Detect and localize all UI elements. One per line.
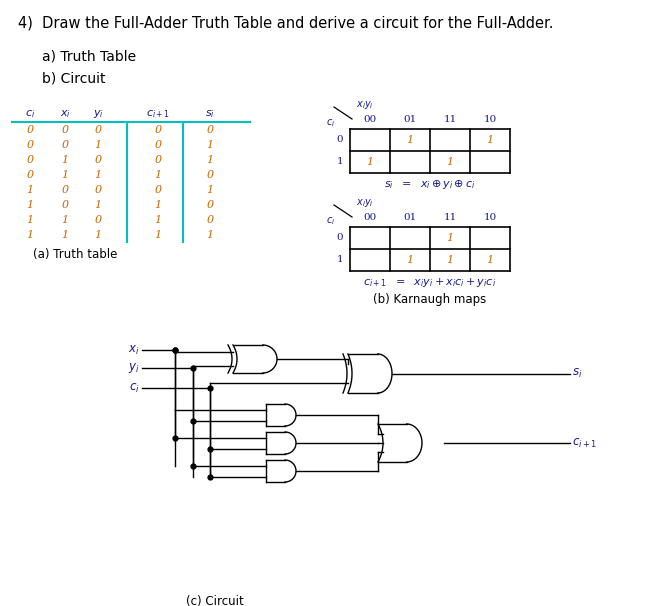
Text: $x_i$: $x_i$ xyxy=(129,344,140,356)
Text: $c_i$: $c_i$ xyxy=(129,381,140,395)
Text: 0: 0 xyxy=(61,125,69,135)
Text: 11: 11 xyxy=(444,213,457,222)
Text: $s_i$: $s_i$ xyxy=(572,367,583,380)
Text: 0: 0 xyxy=(61,200,69,210)
Text: $x_i y_i$: $x_i y_i$ xyxy=(356,197,374,209)
Text: 1: 1 xyxy=(446,233,453,243)
Text: 1: 1 xyxy=(336,256,343,264)
Text: 11: 11 xyxy=(444,115,457,124)
Text: 1: 1 xyxy=(61,155,69,165)
Text: 0: 0 xyxy=(94,125,101,135)
Text: 1: 1 xyxy=(26,185,34,195)
Text: (b) Karnaugh maps: (b) Karnaugh maps xyxy=(374,293,486,306)
Text: a) Truth Table: a) Truth Table xyxy=(42,50,136,64)
Text: 0: 0 xyxy=(94,155,101,165)
Text: $c_{i+1}$  $=$  $x_i y_i + x_i c_i + y_i c_i$: $c_{i+1}$ $=$ $x_i y_i + x_i c_i + y_i c… xyxy=(363,276,497,289)
Text: 1: 1 xyxy=(61,215,69,225)
Text: $c_i$: $c_i$ xyxy=(326,215,335,227)
Text: 1: 1 xyxy=(446,157,453,167)
Text: 1: 1 xyxy=(206,155,214,165)
Text: $c_i$: $c_i$ xyxy=(25,108,35,120)
Text: 0: 0 xyxy=(154,140,161,150)
Text: 1: 1 xyxy=(206,185,214,195)
Text: 1: 1 xyxy=(94,170,101,180)
Text: 0: 0 xyxy=(26,125,34,135)
Text: 1: 1 xyxy=(154,170,161,180)
Text: $y_i$: $y_i$ xyxy=(129,361,140,375)
Text: 0: 0 xyxy=(206,125,214,135)
Text: 1: 1 xyxy=(154,230,161,240)
Text: $c_{i+1}$: $c_{i+1}$ xyxy=(146,108,170,120)
Text: 10: 10 xyxy=(483,213,497,222)
Text: 1: 1 xyxy=(94,230,101,240)
Text: 00: 00 xyxy=(363,213,377,222)
Text: 0: 0 xyxy=(26,140,34,150)
Text: 1: 1 xyxy=(61,230,69,240)
Text: 0: 0 xyxy=(154,185,161,195)
Text: 1: 1 xyxy=(366,157,374,167)
Text: 1: 1 xyxy=(26,230,34,240)
Text: (a) Truth table: (a) Truth table xyxy=(33,248,117,261)
Text: 0: 0 xyxy=(94,215,101,225)
Text: 0: 0 xyxy=(154,125,161,135)
Text: $x_i y_i$: $x_i y_i$ xyxy=(356,99,374,111)
Text: 01: 01 xyxy=(403,115,416,124)
Text: 1: 1 xyxy=(486,255,494,265)
Text: 0: 0 xyxy=(206,215,214,225)
Text: 1: 1 xyxy=(61,170,69,180)
Text: 0: 0 xyxy=(26,155,34,165)
Text: 0: 0 xyxy=(336,233,343,242)
Text: $y_i$: $y_i$ xyxy=(92,108,103,120)
Text: 0: 0 xyxy=(336,136,343,144)
Text: (c) Circuit: (c) Circuit xyxy=(186,595,244,606)
Text: 10: 10 xyxy=(483,115,497,124)
Text: 0: 0 xyxy=(154,155,161,165)
Text: 1: 1 xyxy=(154,215,161,225)
Text: $s_i$: $s_i$ xyxy=(205,108,215,120)
Text: 1: 1 xyxy=(26,215,34,225)
Text: 1: 1 xyxy=(446,255,453,265)
Text: 1: 1 xyxy=(94,200,101,210)
Text: 1: 1 xyxy=(154,200,161,210)
Text: 0: 0 xyxy=(61,185,69,195)
Text: $c_{i+1}$: $c_{i+1}$ xyxy=(572,436,597,450)
Text: 0: 0 xyxy=(26,170,34,180)
Text: $s_i$  $=$  $x_i \oplus y_i \oplus c_i$: $s_i$ $=$ $x_i \oplus y_i \oplus c_i$ xyxy=(384,178,476,191)
Text: b) Circuit: b) Circuit xyxy=(42,72,105,86)
Text: 00: 00 xyxy=(363,115,377,124)
Text: 1: 1 xyxy=(407,135,414,145)
Text: 1: 1 xyxy=(94,140,101,150)
Text: $x_i$: $x_i$ xyxy=(59,108,71,120)
Text: 0: 0 xyxy=(206,200,214,210)
Text: 0: 0 xyxy=(94,185,101,195)
Text: 4)  Draw the Full-Adder Truth Table and derive a circuit for the Full-Adder.: 4) Draw the Full-Adder Truth Table and d… xyxy=(18,16,554,31)
Text: 1: 1 xyxy=(407,255,414,265)
Text: 0: 0 xyxy=(61,140,69,150)
Text: 1: 1 xyxy=(26,200,34,210)
Text: 0: 0 xyxy=(206,170,214,180)
Text: $c_i$: $c_i$ xyxy=(326,117,335,129)
Text: 1: 1 xyxy=(206,230,214,240)
Text: 01: 01 xyxy=(403,213,416,222)
Text: 1: 1 xyxy=(486,135,494,145)
Text: 1: 1 xyxy=(206,140,214,150)
Text: 1: 1 xyxy=(336,158,343,167)
